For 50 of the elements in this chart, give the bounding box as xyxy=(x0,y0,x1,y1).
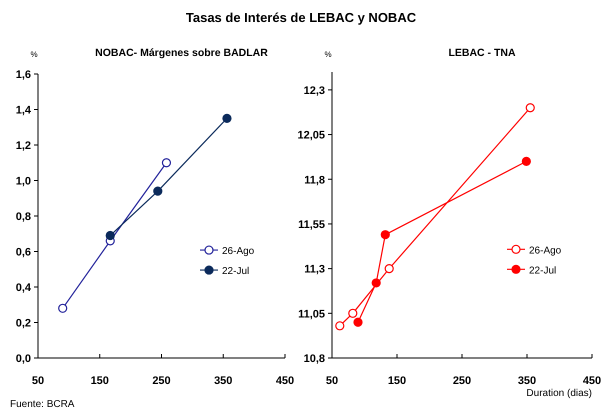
point xyxy=(526,103,535,112)
point xyxy=(372,278,381,288)
y-tick-label: 11,55 xyxy=(298,218,325,231)
y-tick-label: 1,0 xyxy=(16,176,31,188)
x-tick-label: 350 xyxy=(518,375,536,387)
x-tick-label: 50 xyxy=(326,375,338,387)
chart-subtitle: NOBAC- Márgenes sobre BADLAR xyxy=(95,47,268,59)
y-tick-label: 1,6 xyxy=(16,69,31,81)
y-tick-label: 12,05 xyxy=(297,130,325,142)
chart-subtitle: LEBAC - TNA xyxy=(448,47,516,59)
point xyxy=(348,308,358,318)
y-tick-label: 0,0 xyxy=(16,353,31,365)
source-note: Fuente: BCRA xyxy=(10,399,75,410)
point xyxy=(106,230,115,240)
y-tick-label: 11,8 xyxy=(304,174,325,186)
y-tick-label: 1,2 xyxy=(16,140,31,152)
point xyxy=(335,321,344,330)
y-tick-label: 0,8 xyxy=(16,211,31,223)
x-tick-label: 150 xyxy=(90,375,109,387)
point xyxy=(522,156,531,166)
chart-title: Tasas de Interés de LEBAC y NOBAC xyxy=(186,10,417,25)
legend-label: 26-Ago xyxy=(222,246,255,258)
y-axis-title: % xyxy=(324,50,332,59)
x-tick-label: 50 xyxy=(32,375,44,387)
y-axis-title: % xyxy=(30,50,38,59)
point xyxy=(222,114,232,123)
x-tick-label: 250 xyxy=(152,375,171,387)
x-axis-title: Duration (dias) xyxy=(526,388,592,399)
y-tick-label: 1,4 xyxy=(16,104,32,116)
y-tick-label: 0,6 xyxy=(16,246,31,258)
point xyxy=(153,186,162,196)
point xyxy=(58,304,68,313)
y-tick-label: 10,8 xyxy=(304,353,325,365)
point xyxy=(353,318,363,327)
x-tick-label: 250 xyxy=(452,375,472,387)
y-tick-label: 11,3 xyxy=(304,264,325,276)
point xyxy=(162,158,172,168)
y-tick-label: 11,05 xyxy=(298,308,325,320)
x-tick-label: 450 xyxy=(276,375,294,387)
x-tick-label: 350 xyxy=(214,375,232,387)
point xyxy=(384,264,394,274)
x-tick-label: 150 xyxy=(388,375,406,387)
point xyxy=(380,230,390,240)
y-tick-label: 0,2 xyxy=(16,318,31,330)
y-tick-label: 0,4 xyxy=(16,282,32,294)
legend-label: 22-Jul xyxy=(222,266,250,278)
legend-label: 26-Ago xyxy=(529,245,562,256)
y-tick-label: 12,3 xyxy=(304,84,325,97)
legend-label: 22-Jul xyxy=(529,265,556,276)
x-tick-label: 450 xyxy=(582,375,602,387)
